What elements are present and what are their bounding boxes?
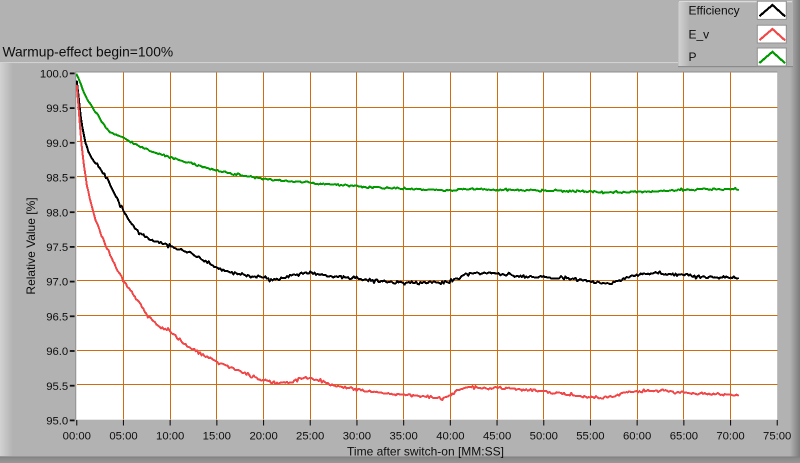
svg-text:10:00: 10:00 [156, 431, 184, 443]
svg-text:Relative Value [%]: Relative Value [%] [24, 197, 38, 294]
svg-text:50:00: 50:00 [530, 431, 558, 443]
svg-text:95.0: 95.0 [46, 416, 68, 428]
svg-text:96.0: 96.0 [46, 346, 68, 358]
svg-text:96.5: 96.5 [46, 311, 68, 323]
svg-text:E_v: E_v [689, 27, 710, 41]
svg-text:99.5: 99.5 [46, 103, 68, 115]
svg-text:75:00: 75:00 [763, 431, 791, 443]
svg-text:40:00: 40:00 [436, 431, 464, 443]
svg-text:100.0: 100.0 [40, 69, 68, 81]
svg-text:00:00: 00:00 [63, 431, 91, 443]
svg-text:95.5: 95.5 [46, 381, 68, 393]
svg-text:20:00: 20:00 [249, 431, 277, 443]
svg-text:35:00: 35:00 [389, 431, 417, 443]
svg-text:P: P [689, 50, 697, 64]
svg-text:70:00: 70:00 [716, 431, 744, 443]
svg-text:Time after switch-on [MM:SS]: Time after switch-on [MM:SS] [347, 444, 504, 458]
svg-text:45:00: 45:00 [483, 431, 511, 443]
svg-text:97.0: 97.0 [46, 277, 68, 289]
svg-text:98.5: 98.5 [46, 173, 68, 185]
svg-text:98.0: 98.0 [46, 207, 68, 219]
svg-text:55:00: 55:00 [576, 431, 604, 443]
svg-text:60:00: 60:00 [623, 431, 651, 443]
svg-text:99.0: 99.0 [46, 138, 68, 150]
svg-text:Efficiency: Efficiency [689, 3, 740, 17]
svg-text:Warmup-effect begin=100%: Warmup-effect begin=100% [3, 45, 174, 60]
svg-text:30:00: 30:00 [343, 431, 371, 443]
svg-text:97.5: 97.5 [46, 242, 68, 254]
svg-text:65:00: 65:00 [670, 431, 698, 443]
svg-text:25:00: 25:00 [296, 431, 324, 443]
svg-text:05:00: 05:00 [109, 431, 137, 443]
svg-text:15:00: 15:00 [203, 431, 231, 443]
